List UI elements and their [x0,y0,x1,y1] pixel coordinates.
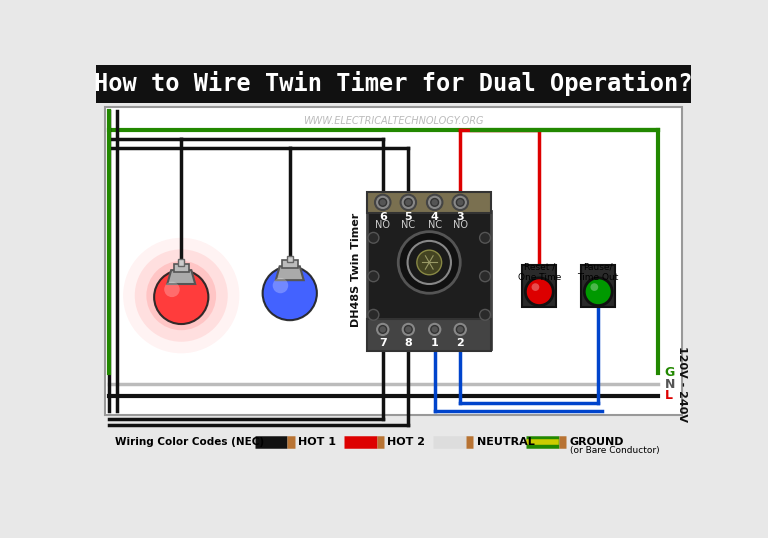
Circle shape [431,325,439,333]
Circle shape [401,195,416,210]
Bar [367,211,492,350]
Text: HOT 1: HOT 1 [298,437,336,447]
Circle shape [368,309,379,320]
Circle shape [379,199,386,206]
Circle shape [408,241,451,284]
Circle shape [427,195,442,210]
Circle shape [417,250,442,275]
Text: Reset /
One Time: Reset / One Time [518,263,561,282]
Text: 6: 6 [379,212,386,222]
Text: NC: NC [428,221,442,230]
Circle shape [480,271,491,282]
Text: 8: 8 [405,338,412,348]
Bar [522,265,556,307]
Bar [367,318,492,351]
Circle shape [147,261,216,330]
Text: 5: 5 [405,212,412,222]
Text: WWW.ELECTRICALTECHNOLOGY.ORG: WWW.ELECTRICALTECHNOLOGY.ORG [303,116,484,126]
Text: 3: 3 [456,212,464,222]
Bar [367,192,492,213]
Text: NEUTRAL: NEUTRAL [476,437,535,447]
Bar [282,260,297,268]
Text: 120V - 240V: 120V - 240V [677,346,687,422]
Circle shape [375,322,390,337]
Circle shape [480,309,491,320]
Circle shape [591,283,598,291]
Bar [174,264,189,272]
Circle shape [456,325,464,333]
Circle shape [525,278,553,306]
Polygon shape [276,266,303,280]
Text: 7: 7 [379,338,386,348]
Circle shape [480,232,491,243]
Circle shape [154,268,208,322]
Circle shape [452,322,468,337]
Text: 4: 4 [431,212,439,222]
Circle shape [584,278,612,306]
Text: GROUND: GROUND [570,437,624,447]
Text: DH48S Twin Timer: DH48S Twin Timer [351,213,361,327]
Circle shape [263,266,317,320]
Text: 1: 1 [431,338,439,348]
Text: L: L [665,389,673,402]
Circle shape [531,283,539,291]
Circle shape [368,271,379,282]
Text: G: G [665,366,675,379]
Bar [286,256,293,261]
Circle shape [134,249,228,342]
Bar [96,65,691,103]
Circle shape [427,322,442,337]
Text: NO: NO [376,221,390,230]
Circle shape [456,199,464,206]
Text: N: N [665,378,675,391]
Circle shape [164,282,180,297]
Text: Pause/
Time Out: Pause/ Time Out [578,263,619,282]
Circle shape [154,270,208,324]
Circle shape [452,195,468,210]
Circle shape [431,199,439,206]
Text: How to Wire Twin Timer for Dual Operation?: How to Wire Twin Timer for Dual Operatio… [94,72,693,96]
Text: Wiring Color Codes (NEC): Wiring Color Codes (NEC) [115,437,264,447]
Circle shape [405,199,412,206]
Circle shape [405,325,412,333]
Text: 2: 2 [456,338,464,348]
Text: HOT 2: HOT 2 [387,437,425,447]
Circle shape [123,238,240,353]
Bar [178,259,184,266]
Circle shape [401,322,416,337]
Circle shape [368,232,379,243]
Polygon shape [167,270,195,284]
Text: NO: NO [453,221,468,230]
Circle shape [273,278,288,293]
Text: (or Bare Conductor): (or Bare Conductor) [570,446,659,455]
Text: NC: NC [401,221,415,230]
Circle shape [379,325,386,333]
Circle shape [399,232,460,293]
Bar [105,107,682,415]
Circle shape [375,195,390,210]
Bar [581,265,615,307]
